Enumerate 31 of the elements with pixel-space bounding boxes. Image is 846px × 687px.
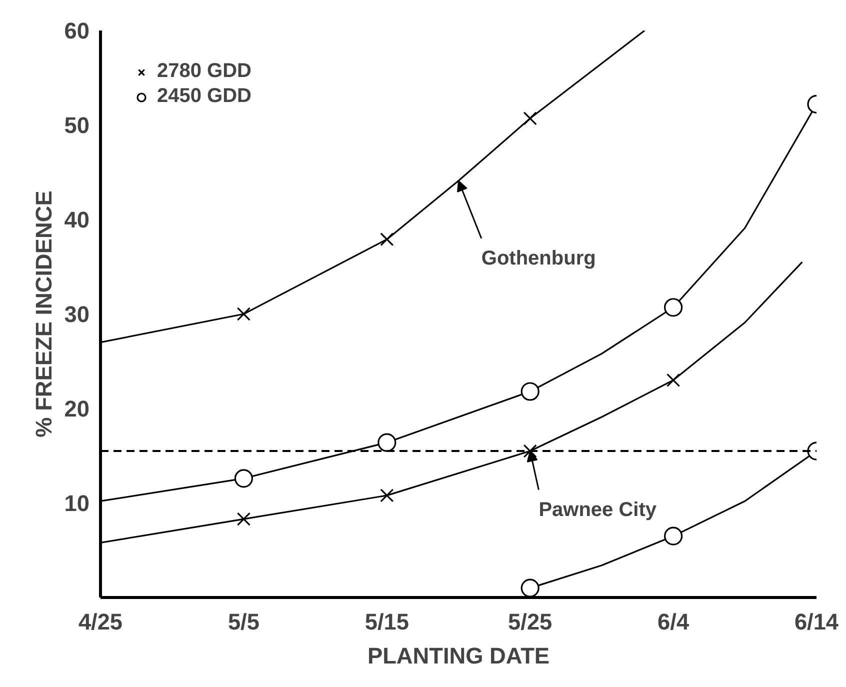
point <box>380 232 394 246</box>
x-tick-label: 5/25 <box>508 608 552 634</box>
point <box>664 526 683 546</box>
point <box>236 512 251 526</box>
point <box>520 578 540 598</box>
annotation: Pawnee City <box>538 499 658 521</box>
y-axis-title: % FREEZE INCIDENCE <box>30 190 56 438</box>
x-tick-label: 6/14 <box>794 608 839 634</box>
point <box>520 382 540 401</box>
point <box>664 298 683 317</box>
legend-label: 2450 GDD <box>157 85 252 108</box>
point <box>523 444 537 458</box>
y-tick-label: 60 <box>64 18 90 44</box>
y-tick-label: 30 <box>64 301 90 327</box>
x-tick-label: 5/5 <box>228 608 260 634</box>
point <box>666 373 680 387</box>
x-tick-label: 4/25 <box>78 608 123 634</box>
legend-label: 2780 GDD <box>157 60 252 83</box>
y-tick-label: 20 <box>64 396 90 422</box>
point <box>378 433 396 452</box>
x-axis-title: PLANTING DATE <box>367 642 550 668</box>
point <box>236 307 251 321</box>
y-tick-label: 40 <box>64 206 90 232</box>
annotation: Gothenburg <box>481 248 596 270</box>
x-tick-label: 5/15 <box>364 608 409 634</box>
point <box>380 488 394 502</box>
y-tick-label: 50 <box>64 112 90 138</box>
x-tick-label: 6/4 <box>658 608 690 634</box>
y-tick-label: 10 <box>64 490 90 516</box>
point <box>523 112 537 126</box>
point <box>234 469 253 488</box>
